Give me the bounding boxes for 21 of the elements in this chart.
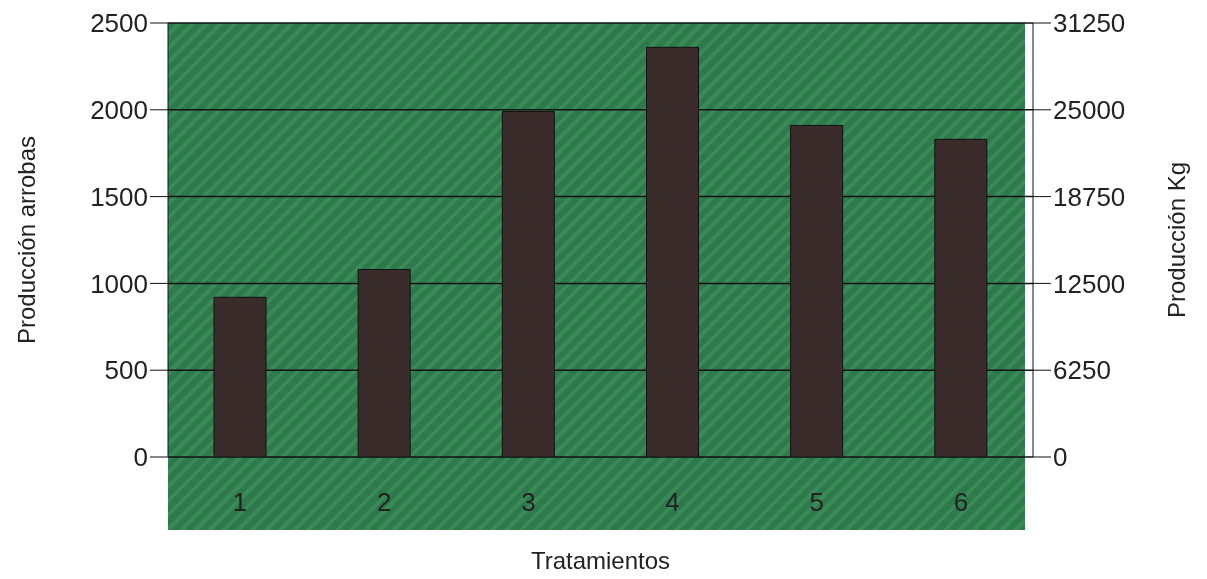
x-tick-label: 4 <box>665 487 680 518</box>
x-axis-title: Tratamientos <box>530 547 671 574</box>
x-tick-label: 5 <box>809 487 824 518</box>
y-tick-label: 0 <box>133 442 148 473</box>
y-tick-label: 500 <box>104 355 148 386</box>
y-axis-title: Producción arrobas <box>12 135 40 345</box>
y-tick-label: 1000 <box>90 268 148 299</box>
y-tick-label: 1500 <box>90 181 148 212</box>
y-tick-label: 2500 <box>90 8 148 39</box>
y2-tick-label: 31250 <box>1053 8 1126 39</box>
x-tick-label: 6 <box>953 487 969 518</box>
y2-tick-label: 18750 <box>1053 181 1126 212</box>
y2-tick-label: 25000 <box>1053 95 1126 126</box>
x-tick-label: 2 <box>377 487 392 518</box>
y2-axis-title: Producción Kg <box>1162 161 1190 319</box>
y2-tick-label: 0 <box>1053 442 1068 473</box>
y-tick-label: 2000 <box>90 95 148 126</box>
y2-tick-label: 12500 <box>1053 268 1126 299</box>
y2-tick-label: 6250 <box>1053 355 1111 386</box>
x-tick-label: 3 <box>521 487 536 518</box>
x-tick-label: 1 <box>232 487 248 518</box>
